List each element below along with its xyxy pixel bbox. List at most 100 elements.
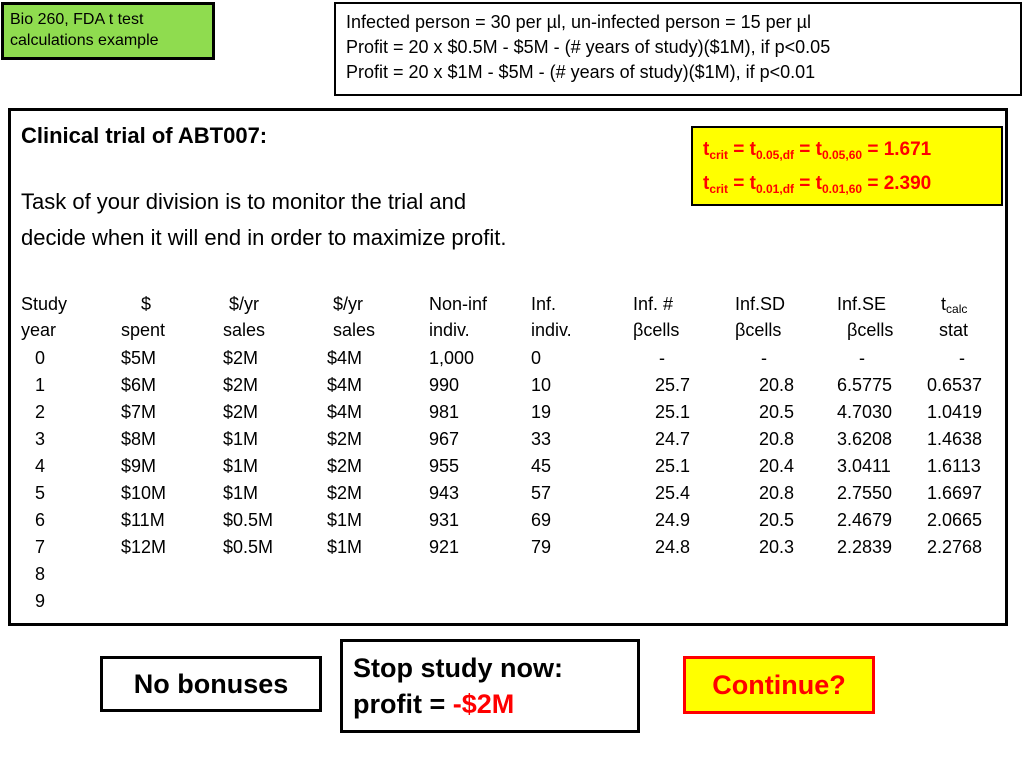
header-top-4: Non-inf [429, 294, 488, 314]
label-line-1: Bio 260, FDA t test [10, 11, 144, 28]
header-bottom-3: sales [333, 320, 376, 340]
table-cell: 4 [35, 456, 46, 476]
table-cell: 0.6537 [927, 375, 983, 395]
continue-button[interactable]: Continue? [683, 656, 875, 714]
table-cell: 931 [429, 510, 460, 530]
header-bottom-0: year [21, 320, 57, 340]
table-cell: $2M [327, 429, 363, 449]
crit-line-001: tcrit = t0.01,df = t0.01,60 = 2.390 [703, 173, 932, 196]
stop-profit-value: -$2M [452, 689, 515, 719]
table-cell: 955 [429, 456, 460, 476]
stop-line-2: profit = -$2M [353, 689, 515, 719]
table-cell: 1.6697 [927, 483, 983, 503]
table-cell: $9M [121, 456, 157, 476]
table-cell: 981 [429, 402, 460, 422]
header-bottom-9: stat [939, 320, 969, 340]
table-cell: 24.7 [655, 429, 691, 449]
table-cell: 0 [531, 348, 542, 368]
table-cell: 967 [429, 429, 460, 449]
table-cell: 0 [35, 348, 46, 368]
table-cell: $0.5M [223, 537, 274, 557]
table-cell: 20.4 [759, 456, 795, 476]
task-line-1: Task of your division is to monitor the … [21, 189, 467, 214]
table-cell: 45 [531, 456, 552, 476]
table-cell: 943 [429, 483, 460, 503]
label-line-2: calculations example [10, 32, 159, 49]
table-cell: 921 [429, 537, 460, 557]
table-cell: $1M [223, 483, 259, 503]
table-cell: 5 [35, 483, 46, 503]
header-bottom-1: spent [121, 320, 166, 340]
table-cell: 24.9 [655, 510, 691, 530]
table-cell: 2.4679 [837, 510, 893, 530]
header-top-6: Inf. # [633, 294, 674, 314]
header-bottom-6: βcells [633, 320, 680, 340]
table-cell: 25.4 [655, 483, 691, 503]
formula-line-2: Profit = 20 x $0.5M - $5M - (# years of … [346, 37, 831, 57]
table-cell: $12M [121, 537, 167, 557]
table-cell: 3 [35, 429, 46, 449]
table-cell: 6.5775 [837, 375, 893, 395]
table-cell: $1M [327, 537, 363, 557]
table-cell: $7M [121, 402, 157, 422]
header-bottom-8: βcells [847, 320, 894, 340]
table-cell: 4.7030 [837, 402, 893, 422]
no-bonuses-button[interactable]: No bonuses [100, 656, 322, 712]
table-cell: $1M [327, 510, 363, 530]
table-cell: 1.0419 [927, 402, 983, 422]
table-cell: 69 [531, 510, 552, 530]
table-cell: 1.6113 [927, 456, 981, 476]
table-cell: 1.4638 [927, 429, 983, 449]
table-cell: 8 [35, 564, 46, 584]
table-cell: $4M [327, 402, 363, 422]
header-top-5: Inf. [531, 294, 557, 314]
table-cell: 20.5 [759, 510, 795, 530]
stop-line-1: Stop study now: [353, 653, 563, 683]
stop-study-button[interactable]: Stop study now: profit = -$2M [340, 639, 640, 733]
formula-line-1: Infected person = 30 per µl, un-infected… [346, 12, 812, 32]
header-top-1: $ [141, 294, 152, 314]
table-cell: - [761, 348, 767, 368]
table-cell: 2 [35, 402, 46, 422]
table-cell: 10 [531, 375, 552, 395]
table-cell: $5M [121, 348, 157, 368]
critical-values-box: tcrit = t0.05,df = t0.05,60 = 1.671 tcri… [691, 126, 1003, 206]
table-cell: 9 [35, 591, 46, 611]
table-cell: 3.6208 [837, 429, 893, 449]
table-cell: $10M [121, 483, 167, 503]
table-cell: $2M [327, 456, 363, 476]
table-cell: $2M [223, 375, 259, 395]
table-cell: 2.7550 [837, 483, 893, 503]
table-cell: 19 [531, 402, 552, 422]
table-cell: 1 [35, 375, 46, 395]
header-top-3: $/yr [333, 294, 364, 314]
trial-title: Clinical trial of ABT007: [21, 123, 268, 148]
table-cell: 25.1 [655, 456, 691, 476]
table-cell: 25.7 [655, 375, 691, 395]
formula-box: Infected person = 30 per µl, un-infected… [334, 2, 1022, 96]
table-cell: - [959, 348, 965, 368]
table-cell: - [859, 348, 865, 368]
table-cell: 33 [531, 429, 552, 449]
table-cell: 990 [429, 375, 460, 395]
table-cell: 24.8 [655, 537, 691, 557]
table-cell: 20.5 [759, 402, 795, 422]
header-top-0: Study [21, 294, 68, 314]
header-top-8: Inf.SE [837, 294, 887, 314]
table-cell: $8M [121, 429, 157, 449]
table-cell: $2M [223, 402, 259, 422]
title-label-box: Bio 260, FDA t test calculations example [1, 2, 215, 60]
table-cell: 7 [35, 537, 46, 557]
table-cell: $11M [121, 510, 165, 530]
table-cell: 20.8 [759, 429, 795, 449]
header-top-7: Inf.SD [735, 294, 786, 314]
table-cell: 1,000 [429, 348, 475, 368]
header-bottom-4: indiv. [429, 320, 470, 340]
main-panel: Clinical trial of ABT007: Task of your d… [8, 108, 1008, 626]
table-cell: 3.0411 [837, 456, 891, 476]
task-line-2: decide when it will end in order to maxi… [21, 225, 507, 250]
table-cell: 20.3 [759, 537, 795, 557]
crit-line-005: tcrit = t0.05,df = t0.05,60 = 1.671 [703, 139, 932, 162]
table-cell: 57 [531, 483, 552, 503]
table-cell: $2M [223, 348, 259, 368]
